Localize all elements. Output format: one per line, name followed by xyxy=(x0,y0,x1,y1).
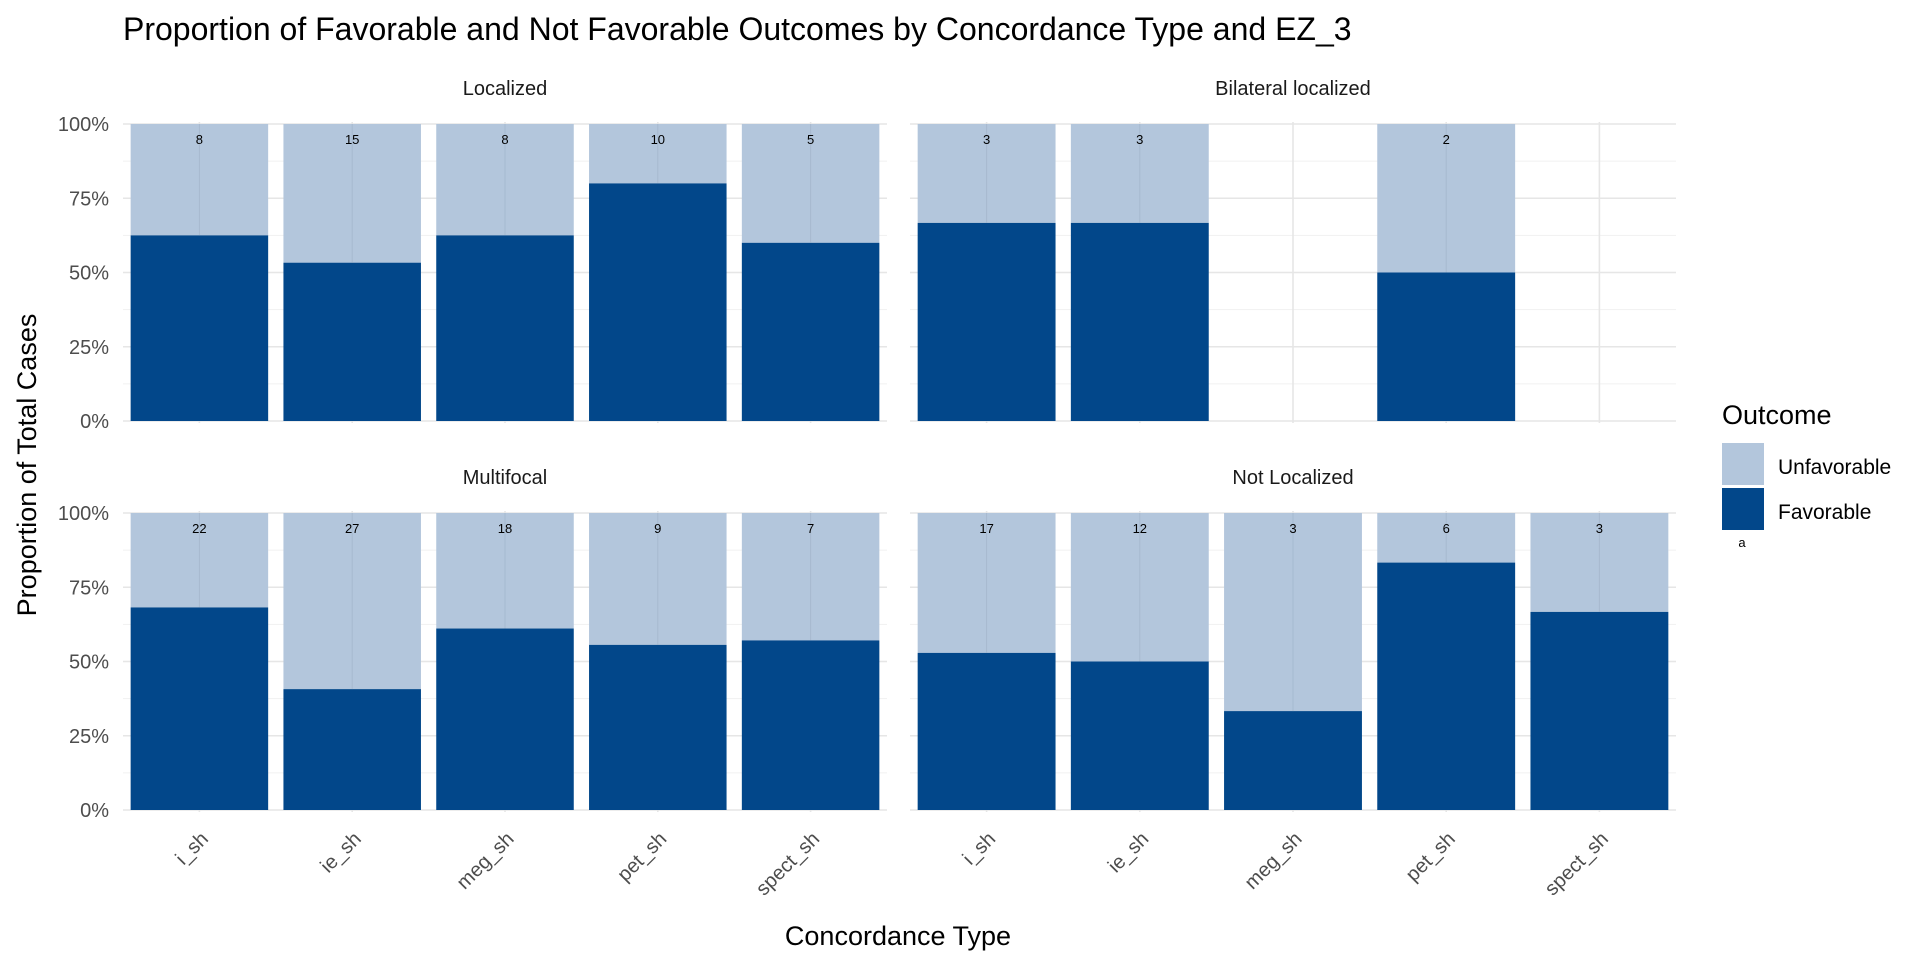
bar-favorable xyxy=(1224,711,1362,810)
x-tick-label: i_sh xyxy=(959,828,1001,870)
bar-favorable xyxy=(1377,562,1516,810)
legend-label-unfavorable: Unfavorable xyxy=(1778,456,1891,479)
bar-favorable xyxy=(130,235,269,421)
count-label: 6 xyxy=(1443,521,1450,536)
x-tick-label: pet_sh xyxy=(613,828,671,886)
x-tick-label: i_sh xyxy=(171,828,213,870)
bar-favorable xyxy=(283,689,421,810)
bar-favorable xyxy=(589,183,727,421)
y-tick-label: 0% xyxy=(80,411,109,433)
bar-favorable xyxy=(1070,661,1209,810)
panel-not-localized: Not Localized 17 12 3 6 3 i_sh ie_sh meg_sh pet_s… xyxy=(910,467,1676,900)
y-tick-label: 50% xyxy=(69,263,109,285)
count-label: 15 xyxy=(345,132,359,147)
count-label: 3 xyxy=(1289,521,1296,536)
bar-favorable xyxy=(1530,611,1669,810)
legend-swatch-unfavorable xyxy=(1722,443,1764,485)
count-label: 8 xyxy=(196,132,203,147)
legend-title: Outcome xyxy=(1722,400,1832,430)
bar-favorable xyxy=(917,652,1056,810)
y-tick-label: 100% xyxy=(58,114,109,136)
chart-title: Proportion of Favorable and Not Favorabl… xyxy=(123,11,1352,47)
count-label: 2 xyxy=(1443,132,1450,147)
facet-title: Bilateral localized xyxy=(1215,78,1371,100)
y-tick-label: 25% xyxy=(69,726,109,748)
panel-multifocal: Multifocal 22 27 18 9 7 0% 25% 50% 75% 100% i_sh ie_… xyxy=(58,467,887,900)
y-axis-title: Proportion of Total Cases xyxy=(12,314,42,617)
count-label: 9 xyxy=(654,521,661,536)
x-tick-label: meg_sh xyxy=(453,828,519,894)
y-tick-label: 75% xyxy=(69,188,109,210)
legend-label-favorable: Favorable xyxy=(1778,501,1871,524)
count-label: 7 xyxy=(807,521,814,536)
facet-title: Not Localized xyxy=(1232,467,1353,489)
count-label: 5 xyxy=(807,132,814,147)
legend-note: a xyxy=(1738,535,1746,550)
legend: Outcome Unfavorable Favorable a xyxy=(1722,400,1891,550)
legend-swatch-favorable xyxy=(1722,488,1764,530)
bar-favorable xyxy=(283,262,421,421)
facet-title: Localized xyxy=(463,78,548,100)
x-tick-label: ie_sh xyxy=(1104,828,1153,877)
count-label: 12 xyxy=(1133,521,1147,536)
facet-title: Multifocal xyxy=(463,467,547,489)
bar-favorable xyxy=(436,628,574,810)
count-label: 27 xyxy=(345,521,359,536)
x-tick-label: pet_sh xyxy=(1402,828,1460,886)
count-label: 17 xyxy=(979,521,993,536)
bar-favorable xyxy=(917,222,1056,421)
x-tick-label: ie_sh xyxy=(316,828,365,877)
bar-favorable xyxy=(589,644,727,810)
count-label: 8 xyxy=(501,132,508,147)
y-tick-label: 100% xyxy=(58,503,109,525)
bar-favorable xyxy=(741,640,880,810)
y-tick-label: 50% xyxy=(69,652,109,674)
bar-favorable xyxy=(436,235,574,421)
count-label: 3 xyxy=(1136,132,1143,147)
bar-favorable xyxy=(1070,222,1209,421)
x-tick-label: spect_sh xyxy=(1541,828,1613,900)
count-label: 10 xyxy=(651,132,665,147)
y-tick-label: 25% xyxy=(69,337,109,359)
count-label: 22 xyxy=(192,521,206,536)
bar-favorable xyxy=(1377,272,1516,421)
count-label: 18 xyxy=(498,521,512,536)
x-tick-label: meg_sh xyxy=(1241,828,1307,894)
count-label: 3 xyxy=(1596,521,1603,536)
bar-favorable xyxy=(130,607,269,810)
count-label: 3 xyxy=(983,132,990,147)
x-tick-label: spect_sh xyxy=(752,828,824,900)
y-tick-label: 0% xyxy=(80,800,109,822)
y-tick-label: 75% xyxy=(69,577,109,599)
x-axis-title: Concordance Type xyxy=(785,921,1011,951)
panel-bilateral-localized: Bilateral localized 3 3 2 xyxy=(910,78,1676,423)
bar-favorable xyxy=(741,242,880,421)
